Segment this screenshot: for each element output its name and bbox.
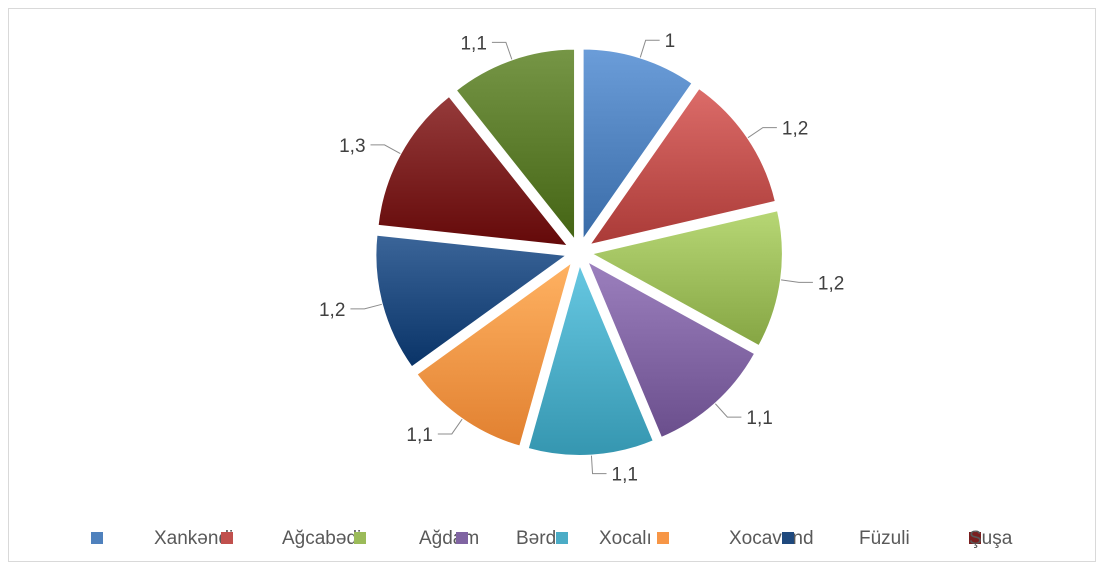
leader-line-5 [590,455,607,475]
leader-line-8 [370,144,401,155]
legend-label-7: Füzuli [859,528,910,549]
legend-label-3: Ağdam [419,528,479,549]
pie-slice-6 [415,259,574,448]
legend-label-4: Bərdə [516,528,567,549]
leader-line-1 [639,39,660,58]
leader-line-7 [350,303,382,310]
pie-slice-2 [586,86,778,247]
legend-label-6: Xocavənd [729,528,814,549]
legend-swatch-4 [456,532,468,544]
pie-chart: 1 1,2 1,2 1,1 1,1 1,1 1,2 1,3 1,1 Xankəndi Ağcabə… [91,31,1013,549]
leader-line-9 [491,41,513,60]
pie-slice-4 [584,258,757,440]
data-label-5: 1,1 [612,465,638,486]
leader-line-2 [747,127,777,139]
chart-frame: 1 1,2 1,2 1,1 1,1 1,1 1,2 1,3 1,1 Xankəndi Ağcabə… [8,8,1096,562]
legend-swatch-1 [91,532,103,544]
legend-swatch-2 [221,532,233,544]
data-label-7: 1,2 [319,300,345,321]
leader-line-6 [437,418,463,435]
legend-label-1: Xankəndi [154,528,233,549]
legend-label-2: Ağcabədi [282,528,361,549]
pie-slice-7 [374,233,571,369]
data-label-4: 1,1 [746,408,772,429]
legend-label-8: Şuşa [969,528,1013,549]
data-label-6: 1,1 [406,425,432,446]
legend-label-5: Xocalı [599,528,652,549]
leader-line-3 [781,279,813,283]
legend: Xankəndi Ağcabədi Ağdam Bərdə Xocalı Xocavənd… [91,528,1013,549]
legend-swatch-8 [969,532,981,544]
leader-line-4 [714,403,742,418]
legend-swatch-7 [782,532,794,544]
data-label-2: 1,2 [782,119,808,140]
pie-slice-8 [376,94,571,248]
pie-slices [374,47,784,457]
data-labels: 1 1,2 1,2 1,1 1,1 1,1 1,2 1,3 1,1 [319,31,844,485]
data-label-8: 1,3 [339,136,365,157]
legend-swatch-5 [556,532,568,544]
data-label-3: 1,2 [818,273,844,294]
data-label-9: 1,1 [460,33,486,54]
pie-slice-1 [581,47,694,244]
legend-swatch-6 [657,532,669,544]
data-label-1: 1 [665,31,676,52]
pie-slice-3 [588,208,784,348]
legend-swatch-3 [354,532,366,544]
